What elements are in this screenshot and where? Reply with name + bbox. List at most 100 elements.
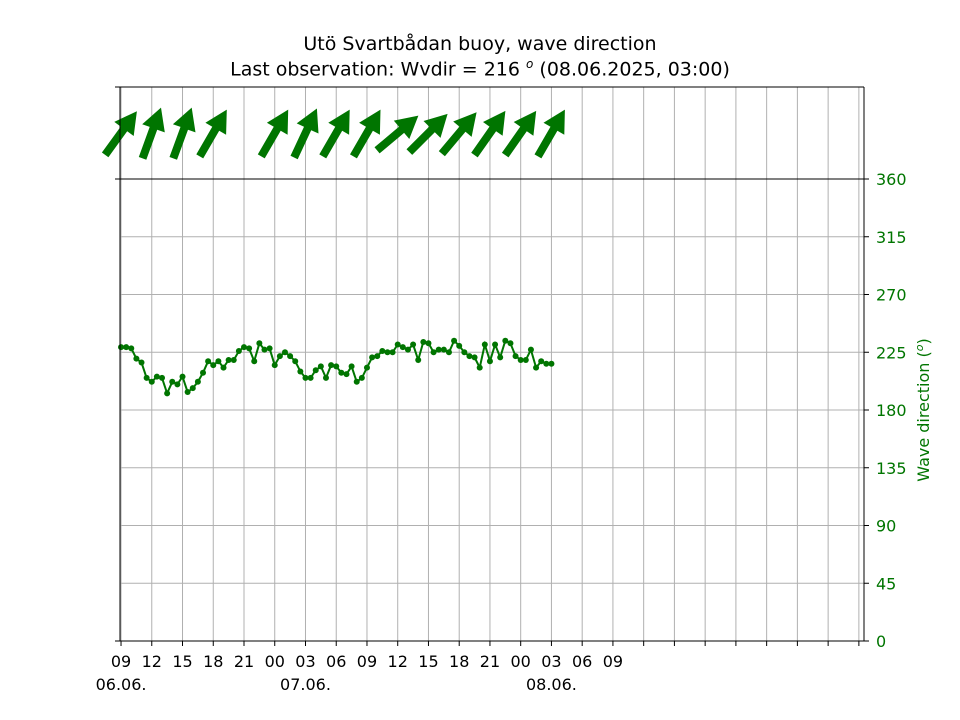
data-point	[410, 341, 417, 348]
data-point	[261, 346, 268, 353]
data-point	[179, 373, 186, 380]
data-point	[215, 358, 222, 365]
x-tick-label: 15	[172, 652, 192, 671]
data-point	[420, 338, 427, 345]
direction-arrow	[319, 109, 350, 159]
direction-arrow	[350, 109, 381, 159]
data-point	[200, 369, 207, 376]
x-tick-label: 00	[265, 652, 285, 671]
data-point	[502, 337, 509, 344]
x-tick-label: 12	[388, 652, 408, 671]
chart-title: Utö Svartbådan buoy, wave direction	[303, 33, 657, 55]
data-point	[517, 356, 524, 363]
x-tick-label: 09	[111, 652, 131, 671]
data-point	[481, 341, 488, 348]
x-tick-label: 15	[418, 652, 438, 671]
data-point	[123, 344, 130, 351]
y-tick-label: 180	[876, 401, 907, 420]
data-point	[133, 355, 140, 362]
x-date-label: 07.06.	[280, 675, 331, 694]
y-tick-label: 90	[876, 517, 896, 536]
data-point	[404, 346, 411, 353]
x-tick-label: 06	[326, 652, 346, 671]
x-tick-label: 09	[357, 652, 377, 671]
data-point	[276, 353, 283, 360]
grid	[120, 87, 864, 642]
direction-arrows	[101, 107, 565, 160]
data-point	[271, 362, 278, 369]
subtitle-prefix: Last observation: Wvdir = 216	[230, 58, 520, 81]
direction-arrow	[374, 115, 419, 154]
data-point	[384, 349, 391, 356]
data-point	[138, 359, 145, 366]
data-point	[205, 358, 212, 365]
data-point	[230, 356, 237, 363]
y-tick-label: 0	[876, 632, 886, 651]
data-point	[312, 367, 319, 374]
data-point	[445, 349, 452, 356]
data-point	[522, 356, 529, 363]
data-point	[256, 340, 263, 347]
data-point	[266, 345, 273, 352]
data-point	[527, 346, 534, 353]
data-point	[246, 345, 253, 352]
y-tick-label: 225	[876, 343, 907, 362]
data-point	[338, 369, 345, 376]
x-tick-label: 21	[234, 652, 254, 671]
y-axis-label: Wave direction (o)	[913, 338, 933, 481]
data-point	[476, 364, 483, 371]
x-tick-label: 03	[541, 652, 561, 671]
x-tick-label: 18	[449, 652, 469, 671]
data-point	[194, 378, 201, 385]
data-point	[425, 340, 432, 347]
data-point	[394, 341, 401, 348]
direction-arrow	[406, 113, 448, 155]
data-point	[184, 389, 191, 396]
data-point	[440, 346, 447, 353]
direction-arrow	[438, 112, 477, 157]
direction-arrow	[501, 110, 537, 158]
data-point	[543, 360, 550, 367]
data-point	[461, 349, 468, 356]
data-point	[225, 356, 232, 363]
data-point	[153, 373, 160, 380]
data-point	[317, 363, 324, 370]
y-tick-label: 45	[876, 574, 896, 593]
data-point	[235, 347, 242, 354]
direction-arrow	[471, 110, 506, 158]
data-point	[374, 353, 381, 360]
data-point	[281, 349, 288, 356]
data-point	[533, 364, 540, 371]
x-tick-label: 09	[603, 652, 623, 671]
subtitle-suffix: (08.06.2025, 03:00)	[539, 58, 730, 81]
data-point	[302, 374, 309, 381]
data-point	[466, 353, 473, 360]
data-point	[451, 337, 458, 344]
data-point	[507, 340, 514, 347]
data-point	[164, 390, 171, 397]
data-point	[128, 345, 135, 352]
y-tick-label: 135	[876, 459, 907, 478]
data-point	[343, 371, 350, 378]
y-tick-label: 315	[876, 228, 907, 247]
data-point	[189, 385, 196, 392]
data-point	[118, 344, 125, 351]
direction-arrow	[257, 109, 289, 159]
data-point	[287, 353, 294, 360]
data-point	[538, 358, 545, 365]
data-point	[497, 354, 504, 361]
data-point	[512, 353, 519, 360]
x-date-label: 06.06.	[96, 675, 147, 694]
direction-arrow	[196, 109, 227, 159]
direction-arrow	[101, 111, 137, 158]
data-point	[348, 363, 355, 370]
data-point	[471, 354, 478, 361]
data-point	[456, 342, 463, 349]
data-point	[220, 364, 227, 371]
direction-arrow	[290, 108, 319, 160]
x-tick-label: 12	[142, 652, 162, 671]
data-point	[379, 347, 386, 354]
data-point	[169, 378, 176, 385]
